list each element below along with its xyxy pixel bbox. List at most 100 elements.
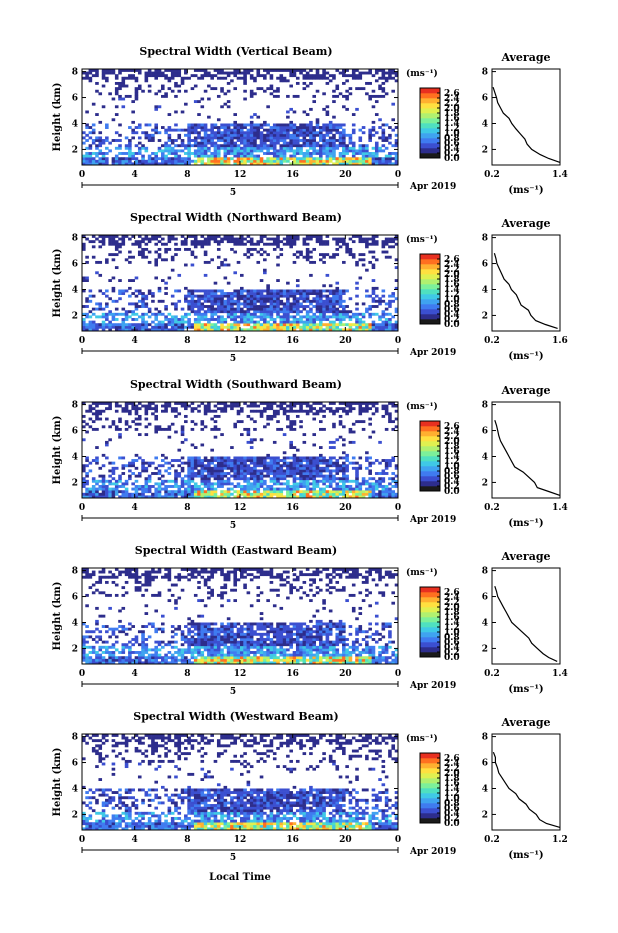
heatmap-cell	[214, 282, 218, 285]
heatmap-cell	[256, 155, 260, 158]
heatmap-cell	[233, 147, 237, 150]
heatmap-cell	[204, 147, 208, 150]
heatmap-cell	[145, 77, 149, 80]
heatmap-cell	[128, 469, 132, 472]
heatmap-cell	[382, 472, 386, 475]
heatmap-cell	[335, 462, 339, 465]
heatmap-cell	[289, 469, 293, 472]
heatmap-cell	[243, 428, 247, 431]
heatmap-cell	[316, 126, 320, 129]
profile-y-tick-label: 6	[482, 94, 488, 104]
heatmap-cell	[276, 87, 280, 90]
heatmap-cell	[230, 134, 234, 137]
heatmap-cell	[89, 157, 93, 160]
heatmap-cell	[102, 292, 106, 295]
heatmap-cell	[207, 475, 211, 478]
heatmap-cell	[164, 323, 168, 326]
heatmap-cell	[108, 646, 112, 649]
heatmap-cell	[237, 136, 241, 139]
heatmap-cell	[128, 155, 132, 158]
heatmap-cell	[280, 302, 284, 305]
heatmap-cell	[102, 615, 106, 618]
heatmap-cell	[204, 490, 208, 493]
heatmap-cell	[365, 488, 369, 491]
heatmap-cell	[191, 323, 195, 326]
heatmap-cell	[273, 462, 277, 465]
heatmap-cell	[118, 326, 122, 329]
heatmap-cell	[214, 144, 218, 147]
heatmap-cell	[276, 279, 280, 282]
heatmap-cell	[273, 490, 277, 493]
heatmap-cell	[220, 475, 224, 478]
profile-y-tick-label: 4	[482, 452, 488, 462]
heatmap-cell	[322, 488, 326, 491]
heatmap-cell	[303, 256, 307, 259]
heatmap-cell	[177, 157, 181, 160]
heatmap-cell	[230, 152, 234, 155]
heatmap-cell	[158, 253, 162, 256]
heatmap-cell	[256, 475, 260, 478]
heatmap-cell	[82, 467, 86, 470]
heatmap-cell	[378, 482, 382, 485]
heatmap-cell	[283, 126, 287, 129]
heatmap-cell	[145, 469, 149, 472]
heatmap-cell	[306, 459, 310, 462]
heatmap-cell	[368, 98, 372, 101]
heatmap-cell	[250, 472, 254, 475]
heatmap-cell	[276, 289, 280, 292]
heatmap-cell	[128, 646, 132, 649]
heatmap-cell	[125, 573, 129, 576]
heatmap-cell	[306, 297, 310, 300]
heatmap-cell	[247, 480, 251, 483]
heatmap-cell	[118, 95, 122, 98]
heatmap-cell	[227, 308, 231, 311]
heatmap-cell	[316, 464, 320, 467]
heatmap-cell	[145, 123, 149, 126]
heatmap-cell	[293, 144, 297, 147]
heatmap-cell	[217, 326, 221, 329]
heatmap-cell	[359, 410, 363, 413]
heatmap-cell	[224, 131, 228, 134]
heatmap-cell	[382, 300, 386, 303]
heatmap-cell	[154, 238, 158, 241]
heatmap-cell	[312, 326, 316, 329]
heatmap-cell	[355, 318, 359, 321]
heatmap-cell	[201, 326, 205, 329]
heatmap-cell	[339, 490, 343, 493]
heatmap-cell	[171, 323, 175, 326]
heatmap-cell	[105, 157, 109, 160]
heatmap-cell	[276, 490, 280, 493]
heatmap-cell	[293, 485, 297, 488]
heatmap-cell	[365, 149, 369, 152]
heatmap-cell	[303, 139, 307, 142]
heatmap-cell	[82, 77, 86, 80]
heatmap-cell	[237, 134, 241, 137]
heatmap-cell	[319, 493, 323, 496]
heatmap-cell	[92, 323, 96, 326]
heatmap-cell	[230, 488, 234, 491]
heatmap-cell	[250, 136, 254, 139]
heatmap-cell	[322, 456, 326, 459]
heatmap-cell	[276, 123, 280, 126]
heatmap-cell	[280, 74, 284, 77]
heatmap-cell	[243, 464, 247, 467]
heatmap-cell	[276, 152, 280, 155]
heatmap-cell	[158, 105, 162, 108]
heatmap-cell	[210, 462, 214, 465]
heatmap-cell	[194, 323, 198, 326]
heatmap-cell	[122, 643, 126, 646]
heatmap-cell	[355, 74, 359, 77]
heatmap-cell	[247, 72, 251, 75]
heatmap-cell	[125, 482, 129, 485]
heatmap-cell	[201, 289, 205, 292]
heatmap-cell	[237, 300, 241, 303]
heatmap-cell	[270, 415, 274, 418]
heatmap-cell	[210, 472, 214, 475]
heatmap-cell	[197, 126, 201, 129]
heatmap-cell	[335, 323, 339, 326]
heatmap-cell	[89, 418, 93, 421]
heatmap-cell	[378, 485, 382, 488]
heatmap-cell	[89, 160, 93, 163]
heatmap-cell	[329, 126, 333, 129]
heatmap-cell	[385, 464, 389, 467]
